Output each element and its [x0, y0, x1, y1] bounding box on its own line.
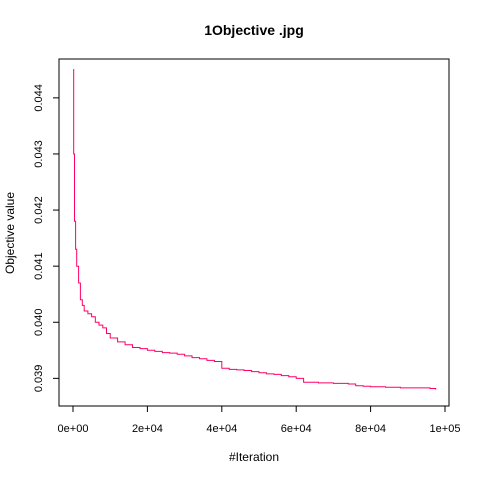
- chart-title: 1Objective .jpg: [204, 22, 304, 38]
- y-tick-label: 0.040: [33, 308, 45, 336]
- x-tick-label: 1e+05: [430, 423, 461, 435]
- x-tick-label: 6e+04: [281, 423, 312, 435]
- y-tick-label: 0.044: [33, 84, 45, 112]
- y-axis: 0.039 0.040 0.041 0.042 0.043 0.044: [33, 84, 60, 393]
- objective-series-line: [73, 69, 437, 390]
- y-tick-label: 0.041: [33, 252, 45, 280]
- x-tick-label: 0e+00: [58, 423, 89, 435]
- y-tick-label: 0.043: [33, 140, 45, 168]
- y-tick-label: 0.042: [33, 196, 45, 224]
- y-axis-label: Objective value: [3, 192, 17, 274]
- plot-area-border: [58, 58, 450, 407]
- x-tick-label: 2e+04: [132, 423, 163, 435]
- x-tick-label: 4e+04: [206, 423, 237, 435]
- x-axis-label: #Iteration: [229, 450, 279, 464]
- x-axis: 0e+00 2e+04 4e+04 6e+04 8e+04 1e+05: [58, 405, 461, 435]
- x-tick-label: 8e+04: [355, 423, 386, 435]
- y-tick-label: 0.039: [33, 365, 45, 393]
